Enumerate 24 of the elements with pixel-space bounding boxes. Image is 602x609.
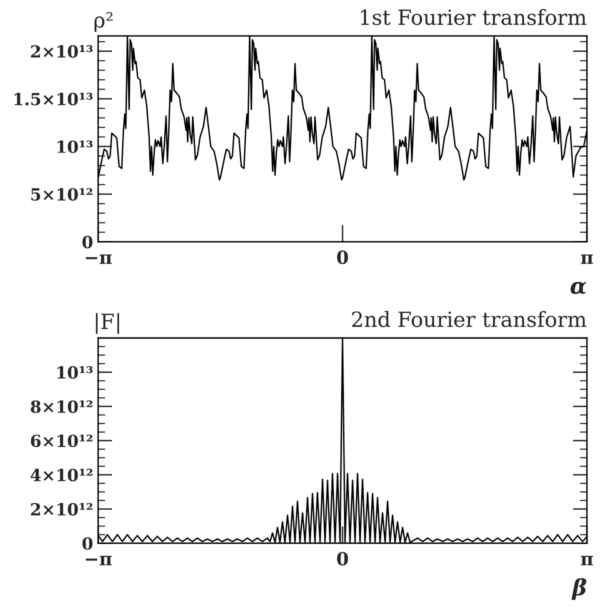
y-tick-label: 4×10¹²	[30, 468, 92, 482]
x-tick-label: π	[580, 556, 593, 566]
y-axis-title: |F|	[96, 313, 120, 334]
y-tick-label: 6×10¹²	[30, 434, 92, 448]
y-axis-title: ρ²	[94, 12, 113, 32]
y-tick-label: 2×10¹²	[31, 502, 92, 516]
y-tick-label: 10¹³	[58, 140, 93, 154]
y-tick-label: 2×10¹³	[31, 45, 93, 58]
y-tick-label: 5×10¹²	[31, 188, 92, 201]
line-series	[98, 338, 587, 544]
y-tick-label: 0	[82, 537, 92, 550]
y-tick-label: 0	[82, 236, 92, 248]
x-tick-label: π	[580, 254, 593, 264]
chart-title: 1st Fourier transform	[360, 8, 586, 26]
x-tick-label: 0	[337, 552, 348, 566]
x-tick-label: −π	[86, 556, 112, 566]
x-tick-label: 0	[337, 250, 348, 264]
y-tick-label: 8×10¹²	[30, 400, 92, 413]
y-tick-label: 1.5×10¹³	[14, 92, 93, 106]
x-axis-title: α	[570, 282, 586, 294]
x-tick-label: −π	[86, 254, 112, 264]
x-axis-title: β	[572, 578, 586, 600]
chart-title: 2nd Fourier transform	[352, 311, 586, 328]
y-tick-label: 10¹³	[58, 366, 93, 379]
